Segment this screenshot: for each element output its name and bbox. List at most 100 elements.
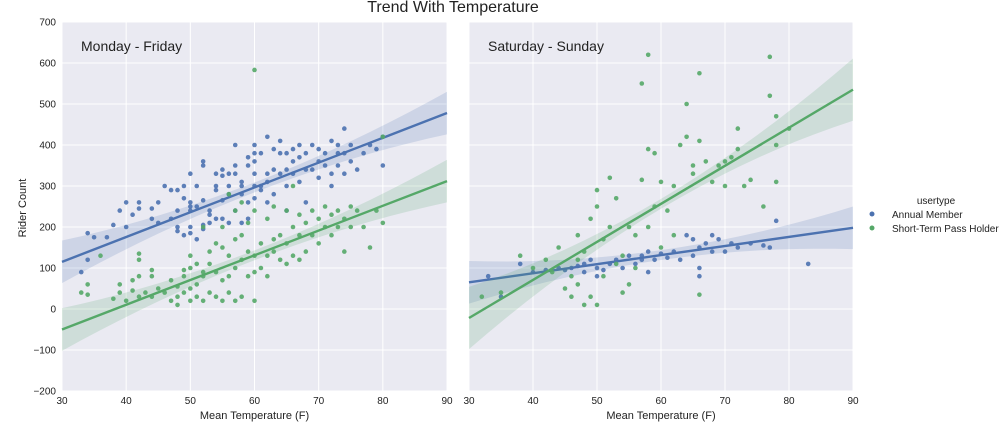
x-tick-label: 80: [783, 396, 795, 407]
point-annual-member: [258, 150, 264, 156]
point-annual-member: [130, 212, 135, 217]
point-short-term-pass-holder: [232, 208, 238, 213]
point-annual-member: [188, 204, 193, 209]
x-tick-label: 50: [185, 396, 197, 407]
point-short-term-pass-holder: [335, 208, 341, 213]
point-annual-member: [342, 171, 347, 176]
x-axis-label: Mean Temperature (F): [200, 410, 309, 422]
point-short-term-pass-holder: [556, 245, 561, 250]
point-annual-member: [200, 163, 206, 168]
point-annual-member: [761, 243, 766, 248]
point-short-term-pass-holder: [741, 183, 747, 189]
point-annual-member: [181, 196, 187, 201]
point-short-term-pass-holder: [645, 224, 651, 230]
x-tick-label: 30: [463, 396, 475, 407]
point-annual-member: [117, 208, 123, 213]
point-short-term-pass-holder: [342, 249, 347, 254]
point-annual-member: [252, 159, 257, 164]
point-short-term-pass-holder: [620, 290, 625, 295]
point-short-term-pass-holder: [200, 269, 206, 275]
point-annual-member: [297, 155, 302, 160]
point-annual-member: [194, 204, 200, 209]
point-short-term-pass-holder: [588, 294, 593, 300]
point-annual-member: [297, 142, 302, 148]
point-annual-member: [620, 265, 625, 271]
point-short-term-pass-holder: [245, 273, 251, 279]
point-short-term-pass-holder: [380, 134, 386, 140]
point-short-term-pass-holder: [684, 101, 689, 107]
point-short-term-pass-holder: [297, 212, 302, 217]
point-annual-member: [162, 183, 167, 189]
point-short-term-pass-holder: [633, 265, 638, 271]
point-annual-member: [220, 167, 225, 172]
point-annual-member: [213, 171, 219, 176]
point-annual-member: [78, 269, 84, 275]
point-annual-member: [697, 273, 702, 279]
point-annual-member: [239, 179, 244, 185]
point-short-term-pass-holder: [329, 232, 334, 238]
legend-marker-annual-member: [869, 211, 875, 217]
point-annual-member: [348, 159, 354, 164]
point-short-term-pass-holder: [188, 253, 193, 258]
point-annual-member: [232, 142, 238, 148]
point-short-term-pass-holder: [652, 150, 657, 156]
point-short-term-pass-holder: [85, 282, 90, 287]
point-annual-member: [277, 171, 283, 176]
point-short-term-pass-holder: [322, 204, 328, 209]
point-annual-member: [271, 146, 277, 152]
point-short-term-pass-holder: [200, 224, 206, 230]
point-short-term-pass-holder: [181, 273, 187, 279]
point-annual-member: [297, 179, 302, 185]
point-annual-member: [722, 249, 728, 254]
y-axis-label: Rider Count: [17, 179, 29, 238]
point-short-term-pass-holder: [639, 177, 645, 183]
point-short-term-pass-holder: [188, 286, 193, 291]
point-annual-member: [252, 171, 257, 176]
point-annual-member: [245, 200, 251, 205]
point-annual-member: [188, 224, 193, 230]
y-tick-label: −200: [33, 387, 56, 398]
point-annual-member: [581, 269, 587, 275]
x-tick-label: 90: [847, 396, 859, 407]
point-short-term-pass-holder: [220, 298, 225, 304]
point-short-term-pass-holder: [348, 204, 354, 209]
point-annual-member: [805, 261, 811, 267]
point-annual-member: [136, 200, 142, 205]
point-short-term-pass-holder: [620, 253, 625, 258]
point-short-term-pass-holder: [329, 212, 334, 217]
point-annual-member: [207, 212, 212, 217]
x-axis-label: Mean Temperature (F): [606, 410, 715, 422]
y-tick-label: 700: [39, 18, 56, 29]
point-annual-member: [594, 265, 600, 271]
y-tick-label: 200: [39, 223, 56, 234]
point-short-term-pass-holder: [277, 232, 283, 238]
point-short-term-pass-holder: [290, 183, 296, 189]
point-annual-member: [284, 183, 289, 189]
point-short-term-pass-holder: [729, 155, 734, 160]
point-short-term-pass-holder: [130, 278, 135, 283]
point-short-term-pass-holder: [226, 191, 232, 197]
point-short-term-pass-holder: [543, 257, 549, 263]
point-annual-member: [277, 150, 283, 156]
point-annual-member: [188, 200, 193, 205]
point-short-term-pass-holder: [626, 224, 632, 230]
point-short-term-pass-holder: [245, 249, 251, 254]
point-short-term-pass-holder: [258, 241, 264, 246]
point-short-term-pass-holder: [709, 179, 715, 185]
point-annual-member: [677, 257, 683, 263]
point-annual-member: [322, 163, 328, 168]
point-annual-member: [226, 171, 232, 176]
point-short-term-pass-holder: [671, 183, 677, 189]
point-annual-member: [361, 150, 366, 156]
point-annual-member: [265, 134, 270, 140]
point-short-term-pass-holder: [265, 273, 270, 279]
point-short-term-pass-holder: [226, 273, 232, 279]
point-short-term-pass-holder: [575, 232, 581, 238]
point-annual-member: [252, 150, 257, 156]
point-annual-member: [380, 163, 386, 168]
point-short-term-pass-holder: [690, 171, 696, 176]
point-short-term-pass-holder: [232, 265, 238, 271]
point-short-term-pass-holder: [498, 290, 504, 295]
point-annual-member: [123, 200, 129, 205]
